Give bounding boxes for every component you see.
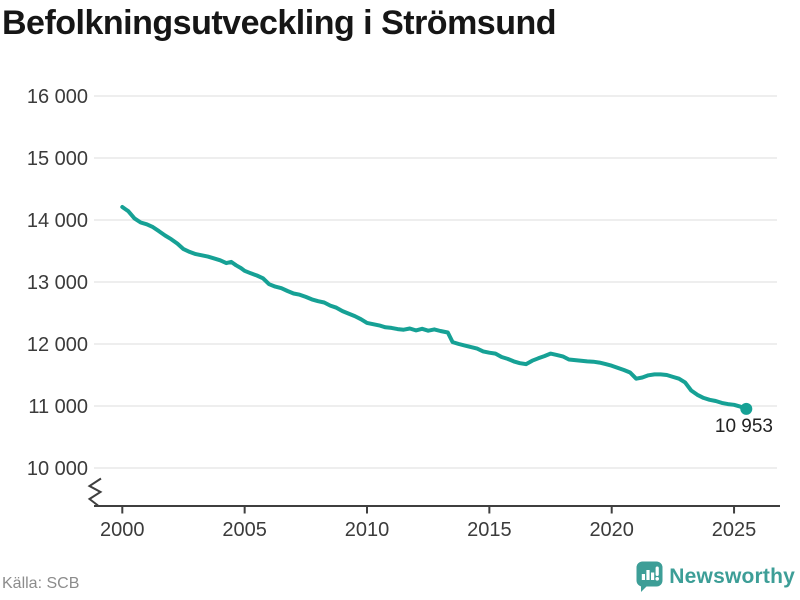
page-title: Befolkningsutveckling i Strömsund — [2, 4, 557, 42]
end-point-marker — [740, 402, 753, 415]
newsworthy-logo-text: Newsworthy — [669, 565, 795, 588]
y-axis-label: 10 000 — [27, 458, 88, 480]
y-axis-label: 15 000 — [27, 148, 88, 170]
x-axis-label: 2005 — [222, 519, 267, 541]
newsworthy-speech-bubble-barchart-icon — [636, 561, 663, 592]
axis-break-icon — [87, 477, 103, 507]
y-axis-label: 14 000 — [27, 210, 88, 232]
x-axis-label: 2000 — [100, 519, 145, 541]
source-caption: Källa: SCB — [2, 575, 80, 592]
y-axis-label: 16 000 — [27, 86, 88, 108]
population-line — [120, 205, 749, 411]
y-axis-label: 12 000 — [27, 334, 88, 356]
x-axis-label: 2010 — [345, 519, 390, 541]
x-axis-label: 2020 — [589, 519, 634, 541]
y-axis-label: 11 000 — [28, 396, 88, 418]
y-axis-label: 13 000 — [27, 272, 88, 294]
newsworthy-logo[interactable]: Newsworthy — [636, 561, 795, 593]
x-axis-label: 2025 — [712, 519, 757, 541]
end-value-label: 10 953 — [714, 416, 773, 437]
x-axis-label: 2015 — [467, 519, 512, 541]
